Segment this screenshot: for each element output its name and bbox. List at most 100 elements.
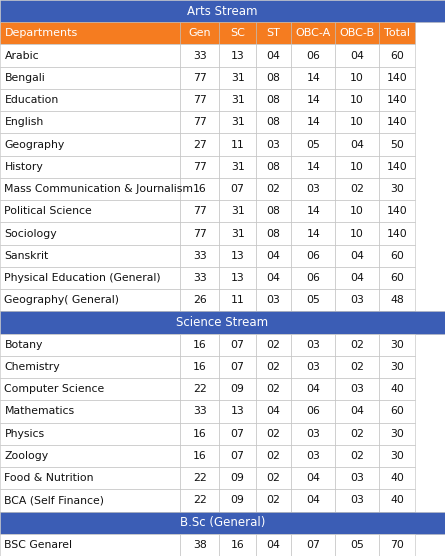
- Text: 140: 140: [387, 117, 407, 127]
- Bar: [0, 445, 180, 467]
- Bar: [0, 0, 445, 22]
- Bar: [335, 111, 379, 133]
- Bar: [335, 245, 379, 267]
- Text: 02: 02: [267, 451, 281, 461]
- Bar: [180, 133, 219, 156]
- Bar: [180, 44, 219, 67]
- Bar: [0, 133, 180, 156]
- Bar: [335, 133, 379, 156]
- Text: 10: 10: [350, 229, 364, 239]
- Bar: [379, 200, 415, 222]
- Bar: [256, 222, 291, 245]
- Bar: [180, 445, 219, 467]
- Bar: [256, 378, 291, 400]
- Bar: [256, 111, 291, 133]
- Bar: [291, 178, 335, 200]
- Text: 08: 08: [267, 73, 281, 83]
- Bar: [0, 334, 180, 356]
- Bar: [0, 534, 180, 556]
- Bar: [219, 200, 256, 222]
- Bar: [379, 445, 415, 467]
- Bar: [0, 512, 445, 534]
- Text: 03: 03: [306, 451, 320, 461]
- Text: 09: 09: [231, 473, 245, 483]
- Bar: [256, 22, 291, 44]
- Bar: [219, 22, 256, 44]
- Bar: [335, 534, 379, 556]
- Bar: [0, 245, 180, 267]
- Text: 50: 50: [390, 140, 404, 150]
- Text: 04: 04: [350, 406, 364, 416]
- Bar: [379, 400, 415, 423]
- Bar: [180, 222, 219, 245]
- Text: 140: 140: [387, 162, 407, 172]
- Text: 31: 31: [231, 73, 244, 83]
- Text: 02: 02: [350, 429, 364, 439]
- Bar: [0, 111, 180, 133]
- Text: 140: 140: [387, 73, 407, 83]
- Text: Mathematics: Mathematics: [4, 406, 75, 416]
- Bar: [219, 44, 256, 67]
- Text: 04: 04: [267, 540, 281, 550]
- Bar: [379, 267, 415, 289]
- Text: 33: 33: [193, 51, 206, 61]
- Bar: [180, 22, 219, 44]
- Text: 08: 08: [267, 229, 281, 239]
- Text: 13: 13: [231, 406, 244, 416]
- Text: ST: ST: [267, 28, 281, 38]
- Text: 06: 06: [306, 273, 320, 283]
- Text: 26: 26: [193, 295, 206, 305]
- Text: 03: 03: [350, 495, 364, 505]
- Bar: [335, 222, 379, 245]
- Text: 07: 07: [306, 540, 320, 550]
- Text: 07: 07: [231, 340, 245, 350]
- Text: 04: 04: [350, 140, 364, 150]
- Text: 02: 02: [267, 362, 281, 372]
- Text: 22: 22: [193, 495, 206, 505]
- Text: 04: 04: [306, 473, 320, 483]
- Text: Bengali: Bengali: [4, 73, 45, 83]
- Bar: [291, 22, 335, 44]
- Bar: [0, 222, 180, 245]
- Text: 08: 08: [267, 95, 281, 105]
- Text: BCA (Self Finance): BCA (Self Finance): [4, 495, 105, 505]
- Bar: [0, 156, 180, 178]
- Text: Food & Nutrition: Food & Nutrition: [4, 473, 94, 483]
- Bar: [0, 89, 180, 111]
- Bar: [219, 245, 256, 267]
- Text: 14: 14: [307, 73, 320, 83]
- Text: 16: 16: [193, 340, 206, 350]
- Bar: [256, 44, 291, 67]
- Text: Geography: Geography: [4, 140, 65, 150]
- Text: 03: 03: [350, 384, 364, 394]
- Text: 02: 02: [267, 495, 281, 505]
- Text: 03: 03: [306, 429, 320, 439]
- Text: 14: 14: [307, 95, 320, 105]
- Text: 77: 77: [193, 95, 206, 105]
- Text: 77: 77: [193, 162, 206, 172]
- Text: Political Science: Political Science: [4, 206, 92, 216]
- Text: 77: 77: [193, 117, 206, 127]
- Text: 14: 14: [307, 229, 320, 239]
- Bar: [379, 222, 415, 245]
- Bar: [219, 289, 256, 311]
- Bar: [256, 356, 291, 378]
- Bar: [335, 289, 379, 311]
- Bar: [219, 89, 256, 111]
- Bar: [0, 423, 180, 445]
- Text: 03: 03: [267, 140, 281, 150]
- Bar: [180, 378, 219, 400]
- Bar: [180, 423, 219, 445]
- Bar: [180, 67, 219, 89]
- Bar: [256, 245, 291, 267]
- Bar: [335, 178, 379, 200]
- Text: 22: 22: [193, 473, 206, 483]
- Text: 31: 31: [231, 95, 244, 105]
- Bar: [291, 67, 335, 89]
- Text: 04: 04: [267, 251, 281, 261]
- Bar: [219, 534, 256, 556]
- Text: 33: 33: [193, 406, 206, 416]
- Bar: [291, 156, 335, 178]
- Text: OBC-A: OBC-A: [295, 28, 331, 38]
- Text: 07: 07: [231, 362, 245, 372]
